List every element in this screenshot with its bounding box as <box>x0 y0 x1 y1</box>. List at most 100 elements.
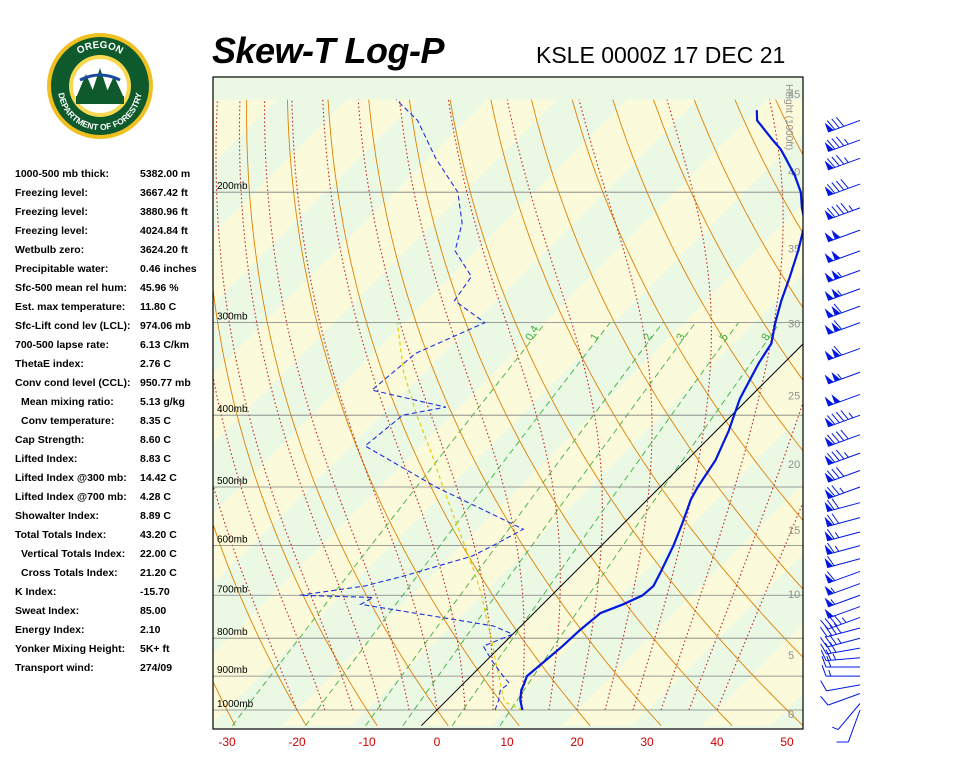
index-value: 2.10 <box>140 624 161 636</box>
station-time-label: KSLE 0000Z 17 DEC 21 <box>536 42 786 68</box>
x-tick-label: 50 <box>780 735 794 749</box>
wind-barb <box>824 594 861 608</box>
wind-barb <box>824 606 861 619</box>
plot-area: 0.4 1 2 3 5 81000mb900mb800mb700mb600mb500mb4… <box>0 77 960 729</box>
isotherm-band <box>351 274 803 726</box>
moist-adiabat <box>447 99 561 711</box>
dry-adiabat <box>69 100 165 726</box>
moist-adiabat <box>213 373 326 711</box>
index-value: 3667.42 ft <box>140 187 188 199</box>
index-label: Lifted Index: <box>15 453 78 465</box>
dry-adiabat <box>938 100 960 726</box>
index-value: 950.77 mb <box>140 377 191 389</box>
wind-barb-column <box>820 117 861 743</box>
mixing-ratio-label: 1 <box>588 332 601 343</box>
wind-barb <box>824 250 861 263</box>
wind-barb <box>824 542 861 555</box>
pressure-label: 300mb <box>217 312 248 323</box>
index-value: 22.00 C <box>140 548 177 560</box>
logo-top-text: OREGON <box>75 40 125 57</box>
index-value: 5K+ ft <box>140 643 170 655</box>
dewpoint-trace <box>299 99 525 711</box>
mixing-ratio-line <box>451 322 739 726</box>
index-value: 0.46 inches <box>140 263 197 275</box>
mixing-ratio-label: 3 <box>674 332 687 343</box>
x-tick-label: 40 <box>710 735 724 749</box>
mixing-ratio-line <box>499 322 781 726</box>
pressure-label: 900mb <box>217 665 248 676</box>
x-tick-label: -10 <box>358 735 376 749</box>
pressure-label: 700mb <box>217 584 248 595</box>
wind-barb <box>820 634 861 648</box>
height-tick-label: 20 <box>788 459 800 471</box>
parcel-trace <box>396 322 523 711</box>
moist-adiabat <box>660 99 784 711</box>
mixing-ratio-label: 5 <box>717 332 730 343</box>
wind-barb <box>824 570 861 584</box>
moist-adiabat <box>688 400 803 711</box>
index-label: Cross Totals Index: <box>21 567 118 579</box>
isotherm-band <box>213 133 803 726</box>
wind-barb <box>824 179 861 197</box>
index-value: 45.96 % <box>140 282 179 294</box>
index-value: 21.20 C <box>140 567 177 579</box>
moist-adiabat <box>213 483 298 711</box>
index-label: Cap Strength: <box>15 434 85 446</box>
pressure-label: 500mb <box>217 476 248 487</box>
wind-barb <box>820 614 861 630</box>
index-value: 5.13 g/kg <box>140 396 185 408</box>
index-value: 4.28 C <box>140 491 171 503</box>
pressure-label: 400mb <box>217 404 248 415</box>
wind-barb <box>824 485 861 500</box>
index-label: Precipitable water: <box>15 263 109 275</box>
wind-barb <box>824 467 861 483</box>
temperature-trace <box>519 110 803 711</box>
moist-adiabat <box>238 99 382 711</box>
moist-adiabat <box>215 99 354 711</box>
wind-barb <box>824 136 861 153</box>
wind-barb <box>824 117 861 133</box>
index-value: 8.35 C <box>140 415 171 427</box>
index-label: Transport wind: <box>15 662 94 674</box>
height-tick-label: 25 <box>788 390 800 402</box>
index-value: 974.06 mb <box>140 320 191 332</box>
index-label: Energy Index: <box>15 624 85 636</box>
index-label: ThetaE index: <box>15 358 84 370</box>
isotherm-band <box>561 484 803 726</box>
isotherm-band <box>0 100 67 726</box>
isotherm-band <box>491 414 803 726</box>
x-tick-label: 0 <box>434 735 441 749</box>
wind-barb <box>824 320 861 335</box>
wind-barb <box>824 303 861 319</box>
wind-barb <box>820 623 861 638</box>
dry-adiabat <box>898 100 960 726</box>
index-label: 700-500 lapse rate: <box>15 339 109 351</box>
x-tick-label: -30 <box>218 735 236 749</box>
x-tick-label: -20 <box>288 735 306 749</box>
wind-barb <box>824 449 861 466</box>
index-value: 14.42 C <box>140 472 177 484</box>
plot-frame <box>212 76 804 730</box>
dry-adiabat <box>857 100 960 726</box>
oregon-forestry-logo: OREGON DEPARTMENT OF FORESTRY <box>47 33 153 139</box>
isotherm-band <box>841 100 960 726</box>
index-value: -15.70 <box>140 586 170 598</box>
x-tick-label: 20 <box>570 735 584 749</box>
mixing-ratio-line <box>305 322 611 726</box>
index-label: Showalter Index: <box>15 510 100 522</box>
height-tick-label: 45 <box>788 89 800 101</box>
index-value: 43.20 C <box>140 529 177 541</box>
moist-adiabat <box>716 501 803 711</box>
wind-barb <box>824 229 861 243</box>
index-label: Vertical Totals Index: <box>21 548 126 560</box>
isotherm-band <box>0 100 207 726</box>
index-label: Yonker Mixing Height: <box>15 643 126 655</box>
wind-barb <box>821 664 860 677</box>
x-tick-label: 30 <box>640 735 654 749</box>
height-tick-label: 0 <box>788 709 794 721</box>
wind-barb <box>824 202 861 221</box>
index-value: 274/09 <box>140 662 173 674</box>
index-value: 6.13 C/km <box>140 339 190 351</box>
wind-barb <box>824 288 861 301</box>
index-label: 1000-500 mb thick: <box>15 168 109 180</box>
